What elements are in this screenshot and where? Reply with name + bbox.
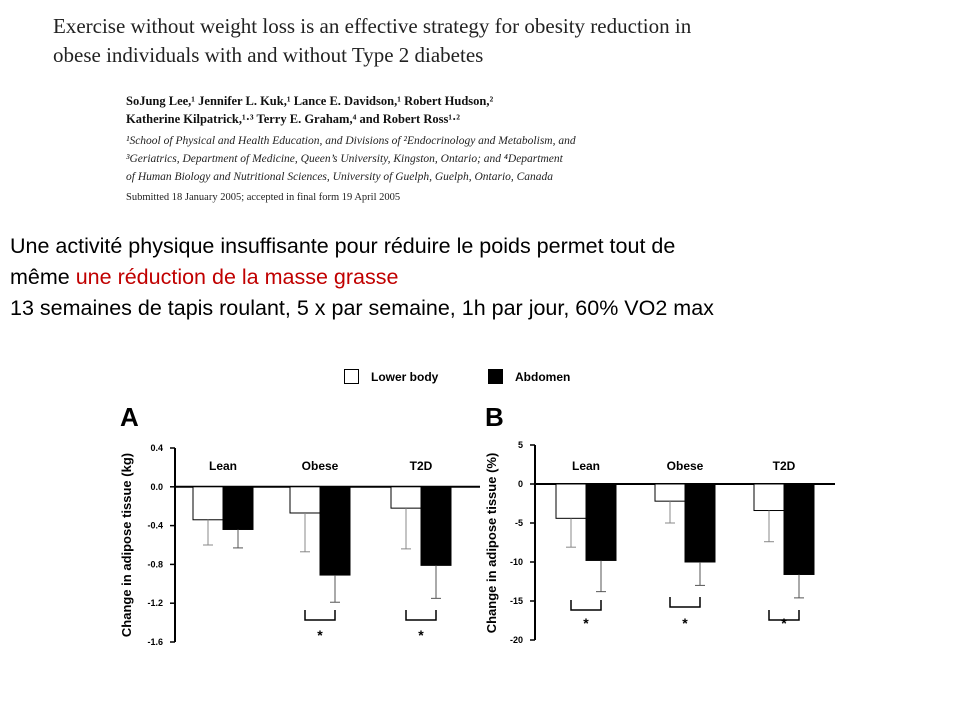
y-tick-label: -15 (510, 596, 523, 606)
y-tick-label: -0.8 (147, 559, 163, 569)
bar-lower-body (654, 483, 686, 502)
affiliation-line-2: ³Geriatrics, Department of Medicine, Que… (126, 153, 563, 165)
bar-abdomen (222, 486, 254, 530)
paper-authors: SoJung Lee,¹ Jennifer L. Kuk,¹ Lance E. … (126, 92, 746, 128)
bar-lower-body (192, 486, 224, 521)
significance-bracket (405, 610, 437, 621)
bar-abdomen (585, 483, 617, 561)
y-tick-label: 5 (518, 440, 523, 450)
y-tick-label: -1.6 (147, 637, 163, 647)
significance-bracket (304, 610, 336, 621)
authors-line-1: SoJung Lee,¹ Jennifer L. Kuk,¹ Lance E. … (126, 94, 494, 108)
submission-dates: Submitted 18 January 2005; accepted in f… (126, 192, 401, 203)
legend-label-abdomen: Abdomen (515, 370, 571, 384)
slide-line-1: Une activité physique insuffisante pour … (10, 234, 676, 258)
y-tick-label: -1.2 (147, 598, 163, 608)
panel-letter: A (120, 402, 139, 432)
y-axis-label: Change in adipose tissue (%) (484, 453, 499, 634)
paper-title-line-1: Exercise without weight loss is an effec… (53, 14, 692, 38)
significance-star: * (781, 615, 787, 631)
paper-title: Exercise without weight loss is an effec… (53, 12, 853, 70)
legend-swatch-black (488, 369, 503, 384)
legend-label-lower-body: Lower body (371, 370, 439, 384)
significance-star: * (418, 627, 424, 643)
affiliation-line-3: of Human Biology and Nutritional Science… (126, 171, 554, 183)
paper-title-line-2: obese individuals with and without Type … (53, 43, 484, 67)
category-label: Obese (302, 459, 339, 473)
chart-panel-a: A Change in adipose tissue (kg) 0.4 0.0 -0.4… (119, 402, 480, 647)
y-tick-label: -10 (510, 557, 523, 567)
slide-line-2-highlight: une réduction de la masse grasse (75, 265, 399, 289)
panel-letter: B (485, 402, 504, 432)
bar-abdomen (319, 486, 351, 576)
slide-line-3: 13 semaines de tapis roulant, 5 x par se… (10, 296, 714, 320)
bar-lower-body (390, 486, 422, 509)
legend-item-lower-body: Lower body (344, 369, 438, 384)
authors-line-2: Katherine Kilpatrick,¹·³ Terry E. Graham… (126, 112, 461, 126)
legend-swatch-white (344, 369, 359, 384)
bar-abdomen (684, 483, 716, 563)
bar-lower-body (753, 483, 785, 512)
significance-bracket (669, 597, 701, 608)
y-tick-label: -20 (510, 635, 523, 645)
category-label: Obese (667, 459, 704, 473)
chart-panel-b: B Change in adipose tissue (%) 5 0 -5 -10 -15 -… (484, 402, 835, 645)
slide-line-2-black: même (10, 265, 76, 289)
paper-affiliations: ¹School of Physical and Health Education… (126, 132, 746, 186)
y-tick-label: 0.0 (150, 482, 163, 492)
significance-star: * (583, 615, 589, 631)
bar-abdomen (783, 483, 815, 575)
y-tick-label: -5 (515, 518, 523, 528)
bar-lower-body (555, 483, 587, 519)
legend-item-abdomen: Abdomen (488, 369, 570, 384)
bar-lower-body (289, 486, 321, 514)
significance-star: * (682, 615, 688, 631)
significance-bracket (768, 610, 800, 621)
slide-line-2: même une réduction de la masse grasse (10, 262, 955, 293)
bar-abdomen (420, 486, 452, 566)
y-tick-label: -0.4 (147, 521, 163, 531)
y-tick-label: 0.4 (150, 443, 163, 453)
category-label: Lean (572, 459, 600, 473)
significance-bracket (570, 600, 602, 611)
slide-body-text: Une activité physique insuffisante pour … (10, 231, 955, 324)
category-label: Lean (209, 459, 237, 473)
category-label: T2D (410, 459, 433, 473)
affiliation-line-1: ¹School of Physical and Health Education… (126, 135, 576, 147)
category-label: T2D (773, 459, 796, 473)
y-axis-label: Change in adipose tissue (kg) (119, 453, 134, 637)
y-tick-label: 0 (518, 479, 523, 489)
significance-star: * (317, 627, 323, 643)
